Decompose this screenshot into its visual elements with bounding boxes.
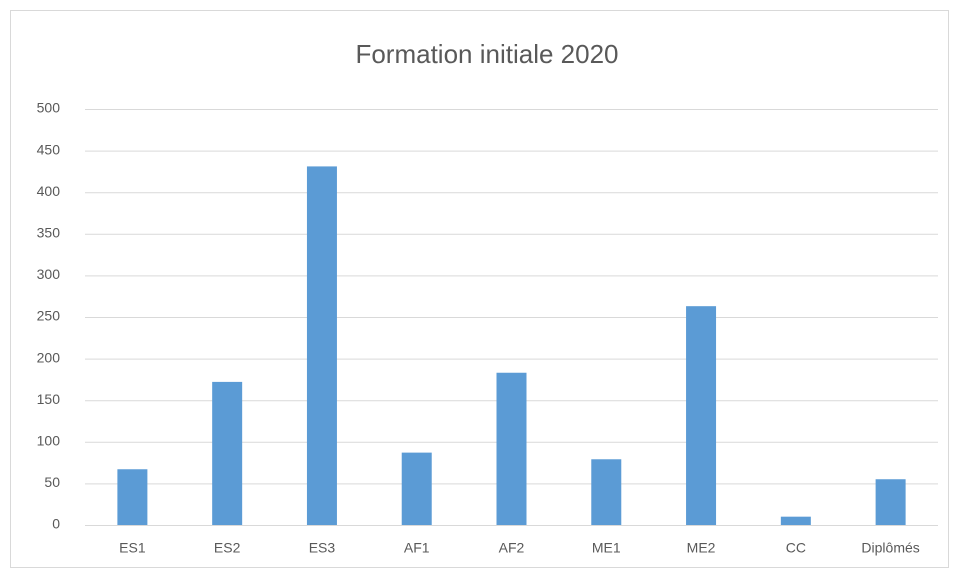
y-tick-label: 500 xyxy=(37,100,61,116)
bar xyxy=(780,516,811,525)
bar xyxy=(496,372,527,525)
y-tick-label: 200 xyxy=(37,349,61,365)
bar xyxy=(306,166,337,525)
y-tick-label: 100 xyxy=(37,433,61,449)
chart-title: Formation initiale 2020 xyxy=(355,39,618,69)
y-tick-label: 350 xyxy=(37,225,61,241)
bar xyxy=(875,479,906,525)
x-tick-label: ME2 xyxy=(687,540,716,556)
bar xyxy=(591,459,622,525)
x-tick-label: ES1 xyxy=(119,540,146,556)
bar xyxy=(212,381,243,525)
chart-frame xyxy=(10,10,949,568)
bar xyxy=(686,306,717,525)
x-tick-label: Diplômés xyxy=(861,540,919,556)
x-tick-label: ME1 xyxy=(592,540,621,556)
x-tick-label: AF2 xyxy=(499,540,525,556)
y-tick-label: 400 xyxy=(37,183,61,199)
y-tick-label: 250 xyxy=(37,308,61,324)
bar xyxy=(401,452,432,525)
y-tick-label: 50 xyxy=(44,474,60,490)
x-tick-label: CC xyxy=(786,540,806,556)
y-tick-label: 300 xyxy=(37,266,61,282)
y-tick-label: 0 xyxy=(52,516,60,532)
x-tick-label: ES3 xyxy=(309,540,336,556)
y-tick-label: 150 xyxy=(37,391,61,407)
x-tick-label: ES2 xyxy=(214,540,241,556)
bar xyxy=(117,469,148,525)
x-tick-label: AF1 xyxy=(404,540,430,556)
y-tick-label: 450 xyxy=(37,141,61,157)
